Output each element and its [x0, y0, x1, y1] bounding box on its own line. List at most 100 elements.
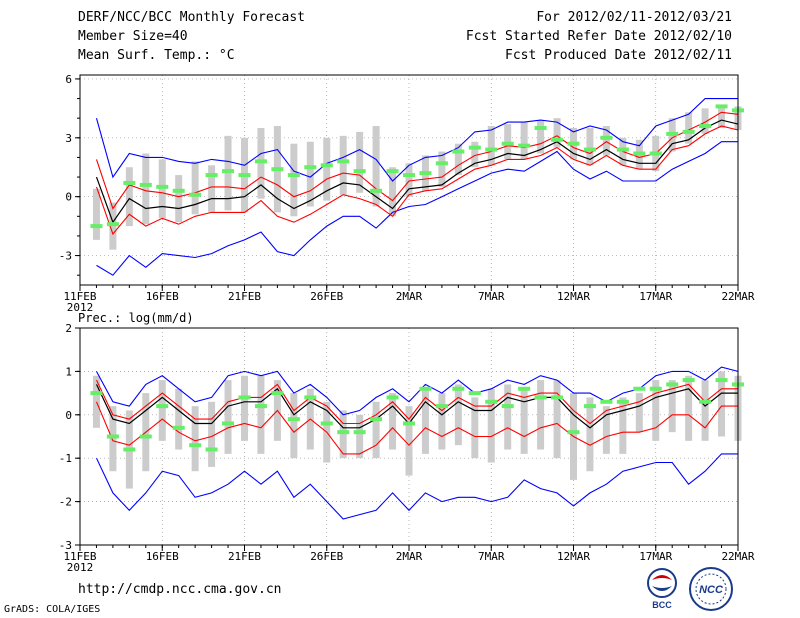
- member-size: Member Size=40: [78, 29, 188, 44]
- observed-marker: [452, 149, 465, 154]
- x-tick-label: 21FEB: [228, 550, 261, 563]
- observed-marker: [320, 163, 333, 168]
- spread-box: [290, 143, 298, 217]
- x-tick-label: 11FEB: [63, 550, 96, 563]
- x-tick-label: 17MAR: [639, 290, 672, 303]
- observed-marker: [370, 188, 383, 193]
- observed-marker: [106, 222, 119, 227]
- observed-marker: [238, 395, 251, 400]
- ncc-logo-text: NCC: [699, 584, 724, 596]
- spread-box: [372, 126, 380, 207]
- spread-box: [306, 141, 314, 207]
- y-tick-label: -2: [59, 496, 72, 509]
- x-tick-label: 26FEB: [310, 290, 343, 303]
- spread-box: [537, 380, 545, 450]
- observed-marker: [435, 161, 448, 166]
- x-tick-label: 21FEB: [228, 290, 261, 303]
- grads-credit: GrADS: COLA/IGES: [4, 604, 101, 615]
- observed-marker: [600, 399, 613, 404]
- y-tick-label: 2: [65, 322, 72, 335]
- observed-marker: [452, 386, 465, 391]
- observed-marker: [254, 404, 267, 409]
- observed-marker: [222, 169, 235, 174]
- observed-marker: [271, 167, 284, 172]
- spread-box: [438, 393, 446, 450]
- observed-marker: [567, 430, 580, 435]
- x-tick-label: 2MAR: [396, 550, 423, 563]
- observed-marker: [518, 143, 531, 148]
- x-tick-label: 16FEB: [146, 290, 179, 303]
- spread-box: [405, 406, 413, 476]
- observed-marker: [419, 386, 432, 391]
- footer-url[interactable]: http://cmdp.ncc.cma.gov.cn: [78, 582, 282, 597]
- series-lower-line: [95, 125, 739, 236]
- spread-box: [586, 127, 594, 166]
- series-max-line: [96, 366, 739, 416]
- observed-marker: [90, 391, 103, 396]
- observed-marker: [583, 404, 596, 409]
- spread-box: [487, 388, 495, 463]
- y-tick-label: 3: [65, 132, 72, 145]
- series-min-line: [96, 141, 738, 276]
- spread-box: [92, 188, 100, 240]
- spread-box: [438, 151, 446, 187]
- spread-box: [142, 153, 150, 225]
- observed-marker: [106, 434, 119, 439]
- x-tick-label: 16FEB: [146, 550, 179, 563]
- series-upper-line: [95, 111, 739, 210]
- observed-marker: [254, 159, 267, 164]
- spread-box: [685, 112, 693, 144]
- forecast-produced-date: Fcst Produced Date 2012/02/11: [505, 48, 732, 63]
- observed-marker: [419, 171, 432, 176]
- spread-box: [421, 388, 429, 454]
- spread-box: [454, 143, 462, 176]
- observed-marker: [304, 165, 317, 170]
- observed-marker: [403, 421, 415, 426]
- observed-marker: [156, 404, 169, 409]
- spread-box: [339, 135, 347, 195]
- y-tick-label: 0: [65, 409, 72, 422]
- observed-marker: [304, 395, 317, 400]
- observed-marker: [666, 131, 679, 136]
- observed-marker: [666, 382, 679, 387]
- spread-box: [208, 165, 216, 213]
- spread-box: [487, 126, 495, 166]
- forecast-start-date: Fcst Started Refer Date 2012/02/10: [465, 29, 732, 44]
- x-tick-year-label: 2012: [67, 301, 94, 314]
- y-tick-label: -3: [59, 250, 72, 263]
- observed-marker: [518, 386, 531, 391]
- forecast-period: For 2012/02/11-2012/03/21: [536, 10, 732, 25]
- spread-box: [454, 384, 462, 446]
- observed-marker: [139, 434, 152, 439]
- forecast-title: DERF/NCC/BCC Monthly Forecast: [78, 10, 305, 25]
- series-mean-line: [95, 384, 738, 429]
- spread-box: [323, 137, 331, 201]
- spread-box: [668, 380, 676, 433]
- spread-box: [553, 380, 561, 459]
- spread-box: [158, 380, 166, 441]
- spread-box: [372, 401, 380, 459]
- spread-box: [471, 397, 479, 459]
- spread-box: [257, 375, 265, 454]
- observed-marker: [123, 447, 136, 452]
- y-tick-label: -3: [59, 539, 72, 552]
- series-max-line: [95, 98, 738, 182]
- spread-box: [92, 375, 100, 428]
- spread-box: [175, 175, 183, 223]
- x-tick-label: 12MAR: [557, 550, 590, 563]
- observed-marker: [139, 182, 152, 187]
- observed-marker: [320, 421, 333, 426]
- observed-marker: [287, 173, 300, 178]
- spread-box: [241, 375, 248, 441]
- spread-box: [389, 393, 397, 450]
- x-tick-label: 12MAR: [557, 290, 590, 303]
- observed-marker: [551, 137, 564, 142]
- x-tick-label: 22MAR: [721, 290, 754, 303]
- observed-marker: [370, 417, 383, 422]
- observed-marker: [501, 404, 514, 409]
- spread-box: [191, 406, 199, 472]
- x-tick-label: 22MAR: [721, 550, 754, 563]
- series-lower-line: [95, 401, 738, 455]
- bcc-logo-text: BCC: [652, 600, 672, 610]
- observed-marker: [337, 159, 350, 164]
